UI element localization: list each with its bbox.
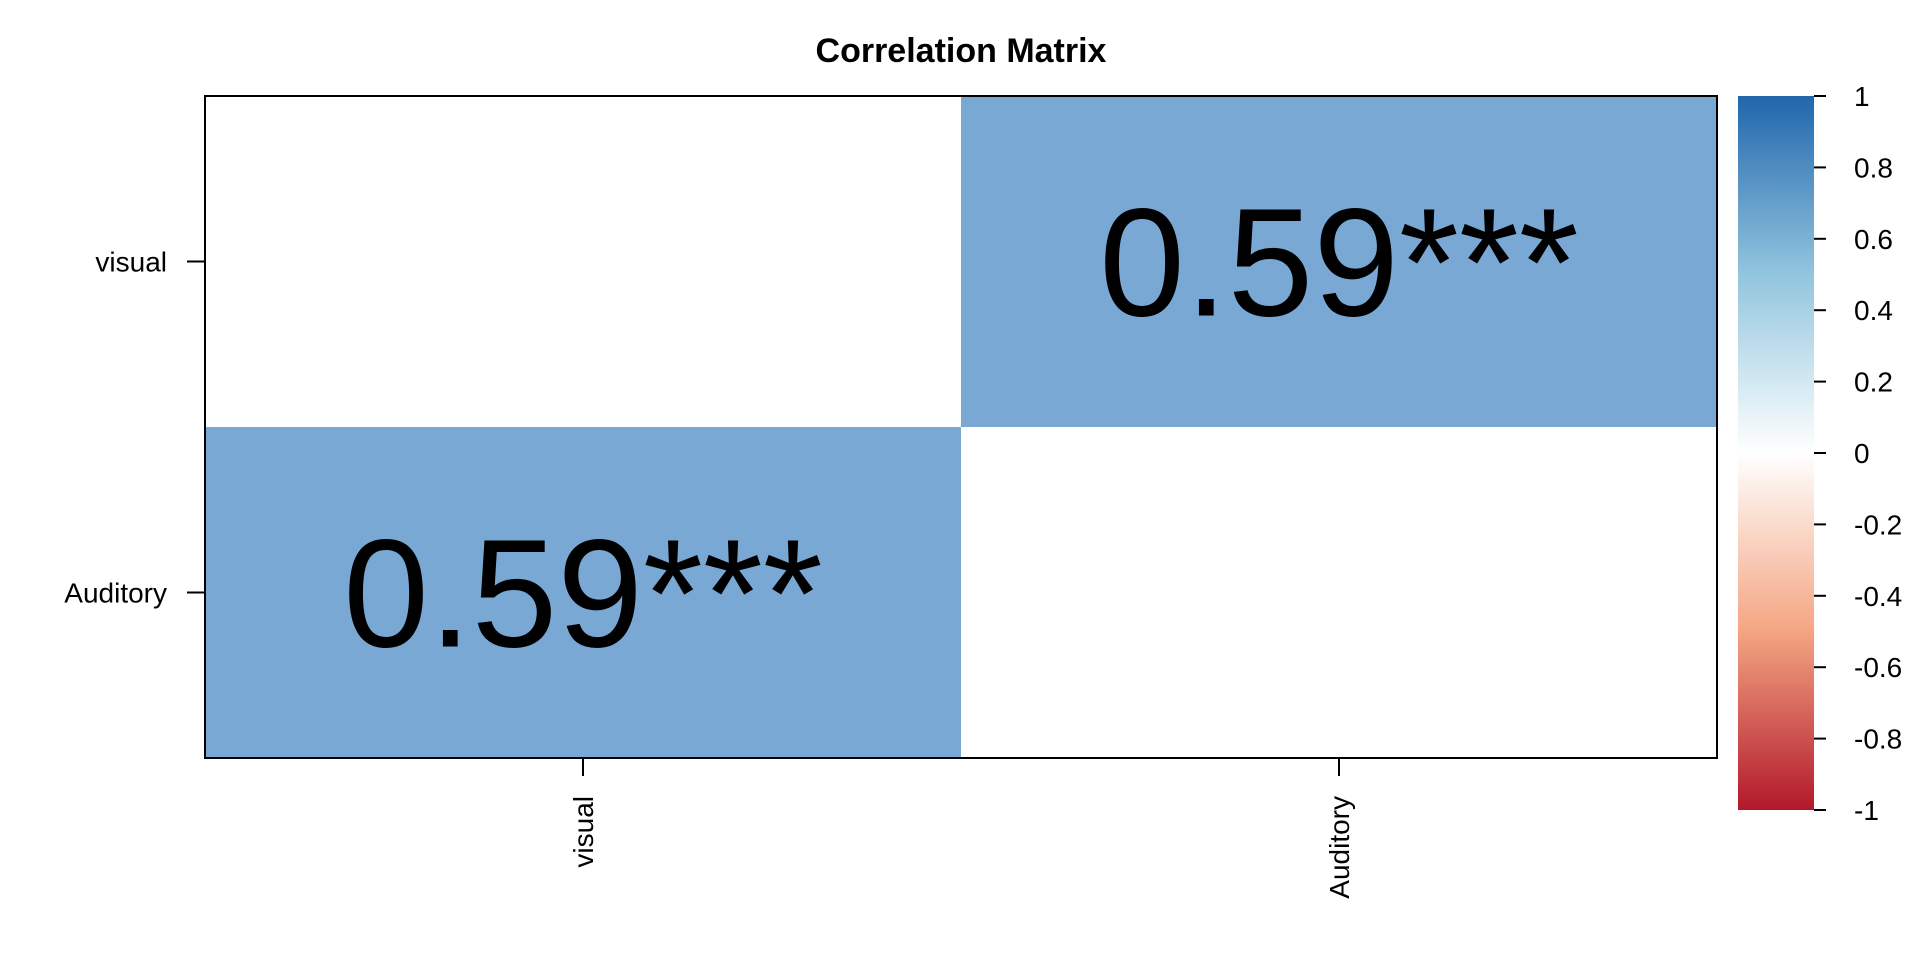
legend-tick-label: -0.4 xyxy=(1854,581,1902,612)
heatmap-cell xyxy=(205,427,961,758)
legend-tick-label: 0.4 xyxy=(1854,295,1893,326)
row-axis: visual Auditory xyxy=(64,247,205,609)
legend-tick-label: 0.8 xyxy=(1854,152,1893,183)
legend-tick-label: 0.2 xyxy=(1854,367,1893,398)
color-legend-ticks: 1 0.8 0.6 0.4 0.2 0 -0.2 -0.4 -0.6 -0.8 -1 xyxy=(1814,81,1902,826)
legend-tick-label: -0.2 xyxy=(1854,509,1902,540)
cell-value-label: 0.59*** xyxy=(1099,177,1579,349)
col-label: visual xyxy=(568,796,599,868)
row-label: Auditory xyxy=(64,578,167,609)
legend-tick-label: 1 xyxy=(1854,81,1870,112)
col-label: Auditory xyxy=(1324,796,1355,899)
heatmap-cell xyxy=(205,96,961,427)
cell-value-label: 0.59*** xyxy=(343,508,823,680)
legend-tick-label: -0.6 xyxy=(1854,652,1902,683)
legend-tick-label: 0 xyxy=(1854,438,1870,469)
heatmap-cells xyxy=(205,96,1717,758)
legend-tick-label: -0.8 xyxy=(1854,724,1902,755)
legend-tick-label: 0.6 xyxy=(1854,224,1893,255)
heatmap-cell-labels: 0.59*** 0.59*** xyxy=(343,177,1579,680)
heatmap-cell xyxy=(961,96,1717,427)
plot-border xyxy=(204,95,1718,759)
row-label: visual xyxy=(95,247,167,278)
heatmap-cell xyxy=(961,427,1717,758)
color-legend-bar xyxy=(1738,96,1814,810)
col-axis: visual Auditory xyxy=(568,758,1355,899)
legend-tick-label: -1 xyxy=(1854,795,1879,826)
chart-title: Correlation Matrix xyxy=(816,32,1107,70)
